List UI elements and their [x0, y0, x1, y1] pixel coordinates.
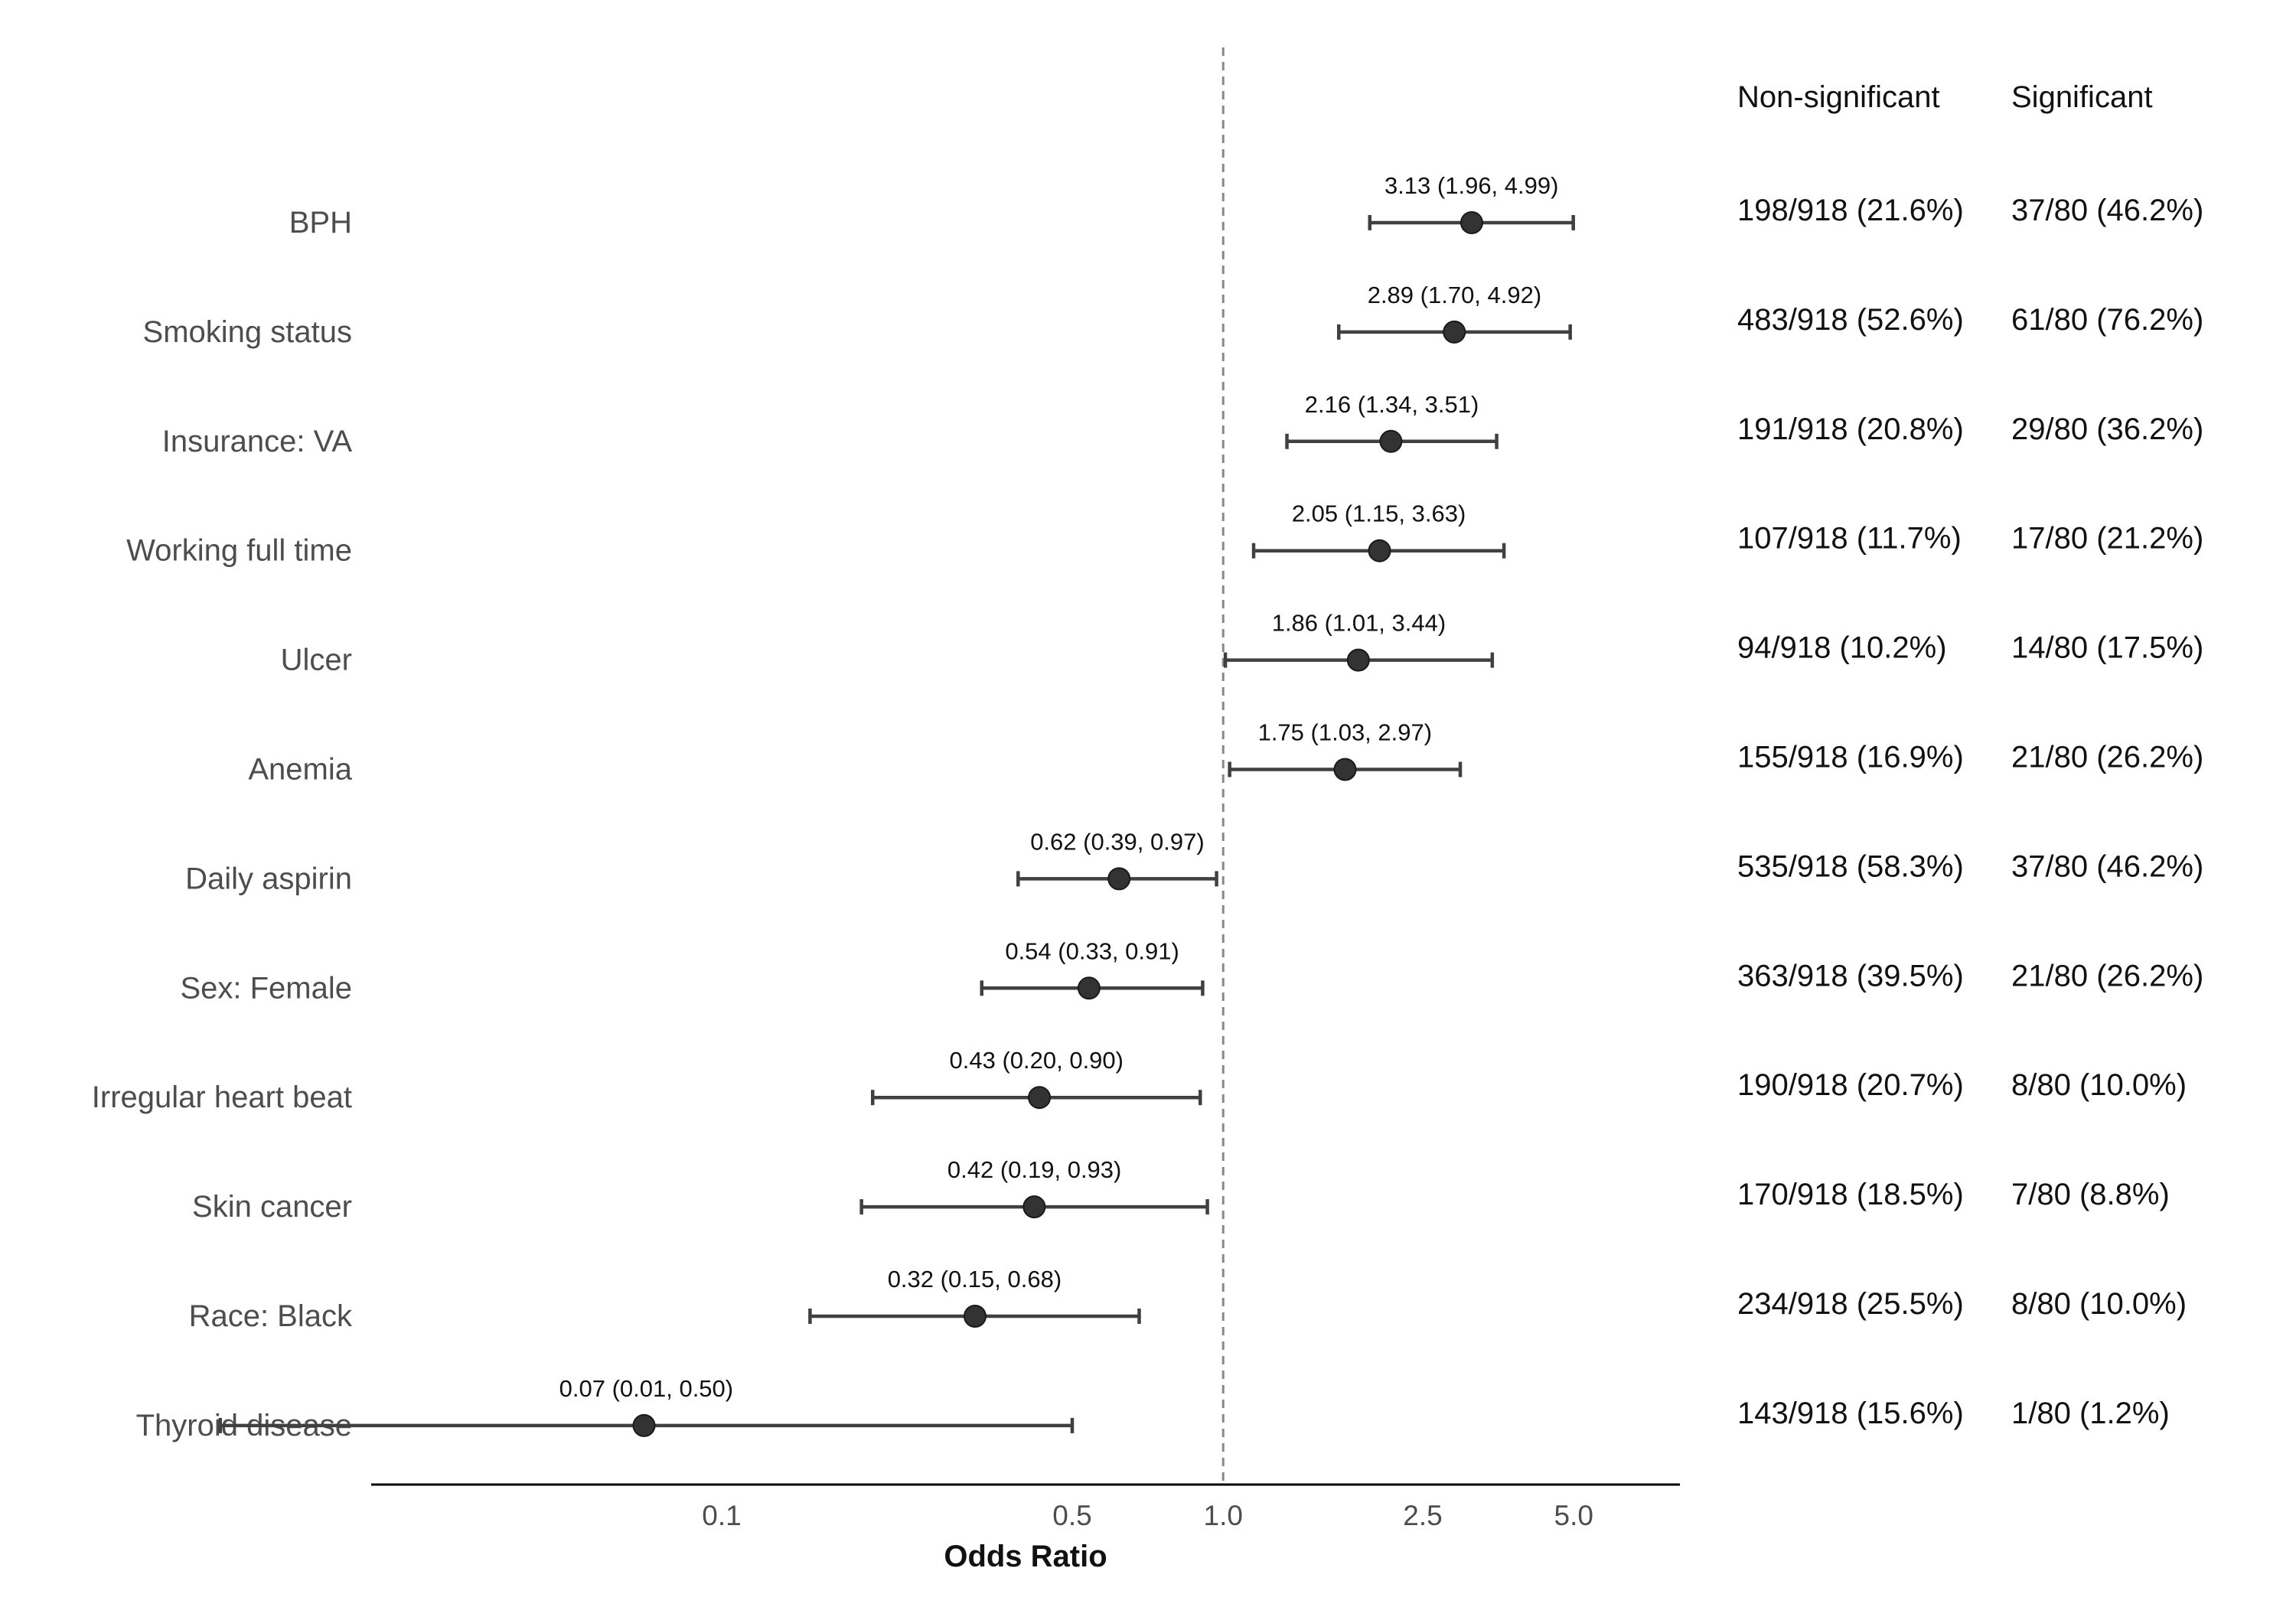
estimate-label: 0.62 (0.39, 0.97): [1030, 828, 1205, 855]
significant-value: 61/80 (76.2%): [2011, 303, 2203, 337]
x-tick-label: 1.0: [1204, 1500, 1243, 1531]
non-significant-value: 483/918 (52.6%): [1737, 303, 1964, 337]
significant-value: 17/80 (21.2%): [2011, 522, 2203, 556]
significant-value: 14/80 (17.5%): [2011, 631, 2203, 665]
x-tick-label: 5.0: [1554, 1500, 1593, 1531]
estimate-point: [1459, 211, 1483, 234]
row-label: Irregular heart beat: [92, 1081, 352, 1114]
forest-row: Smoking status 2.89 (1.70, 4.92) 483/918 (…: [143, 282, 2204, 349]
estimate-label: 1.86 (1.01, 3.44): [1272, 610, 1446, 637]
non-significant-value: 155/918 (16.9%): [1737, 741, 1964, 774]
estimate-point: [1077, 976, 1101, 1000]
non-significant-value: 535/918 (58.3%): [1737, 849, 1964, 883]
row-label: Smoking status: [143, 315, 352, 349]
estimate-label: 0.07 (0.01, 0.50): [559, 1375, 734, 1402]
estimate-label: 2.89 (1.70, 4.92): [1368, 282, 1542, 308]
significant-value: 8/80 (10.0%): [2011, 1287, 2187, 1321]
non-significant-value: 190/918 (20.7%): [1737, 1068, 1964, 1102]
header-significant: Significant: [2011, 80, 2153, 114]
estimate-point: [1379, 429, 1403, 453]
forest-row: Skin cancer 0.42 (0.19, 0.93) 170/918 (18.…: [192, 1156, 2170, 1224]
estimate-point: [1346, 648, 1370, 672]
non-significant-value: 107/918 (11.7%): [1737, 522, 1962, 556]
row-label: Skin cancer: [192, 1190, 352, 1224]
row-label: Sex: Female: [180, 971, 352, 1005]
row-label: Daily aspirin: [185, 862, 352, 895]
estimate-label: 0.42 (0.19, 0.93): [947, 1156, 1122, 1183]
estimate-point: [1443, 320, 1466, 344]
forest-row: BPH 3.13 (1.96, 4.99) 198/918 (21.6%) 37/80…: [289, 172, 2204, 240]
header-non-significant: Non-significant: [1737, 80, 1940, 114]
estimate-point: [963, 1305, 987, 1328]
significant-value: 1/80 (1.2%): [2011, 1397, 2170, 1430]
x-axis-title: Odds Ratio: [944, 1540, 1107, 1573]
significant-value: 29/80 (36.2%): [2011, 412, 2203, 446]
forest-row: Race: Black 0.32 (0.15, 0.68) 234/918 (25.…: [189, 1266, 2187, 1333]
estimate-point: [1028, 1086, 1052, 1110]
non-significant-value: 94/918 (10.2%): [1737, 631, 1947, 665]
row-label: Anemia: [248, 753, 352, 787]
x-tick-label: 0.5: [1052, 1500, 1091, 1531]
x-tick-label: 0.1: [702, 1500, 741, 1531]
row-label: Working full time: [126, 534, 352, 568]
column-headers: Non-significant Significant: [1737, 80, 2153, 114]
forest-row: Insurance: VA 2.16 (1.34, 3.51) 191/918 (2…: [162, 391, 2204, 458]
x-axis: Odds Ratio 0.1 0.5 1.0 2.5 5.0: [371, 1483, 1680, 1573]
estimate-point: [1368, 539, 1391, 562]
forest-row: Anemia 1.75 (1.03, 2.97) 155/918 (16.9%) 21…: [248, 719, 2203, 787]
estimate-label: 2.16 (1.34, 3.51): [1305, 391, 1479, 418]
estimate-point: [1022, 1195, 1046, 1219]
forest-row: Daily aspirin 0.62 (0.39, 0.97) 535/918 (5…: [185, 828, 2203, 895]
estimate-label: 0.54 (0.33, 0.91): [1005, 937, 1179, 964]
forest-row: Irregular heart beat 0.43 (0.20, 0.90) 190…: [92, 1047, 2187, 1114]
non-significant-value: 198/918 (21.6%): [1737, 194, 1964, 227]
significant-value: 37/80 (46.2%): [2011, 849, 2203, 883]
significant-value: 7/80 (8.8%): [2011, 1178, 2170, 1211]
estimate-label: 0.43 (0.20, 0.90): [950, 1047, 1124, 1074]
rows-layer: BPH 3.13 (1.96, 4.99) 198/918 (21.6%) 37/80…: [92, 172, 2203, 1442]
significant-value: 21/80 (26.2%): [2011, 741, 2203, 774]
estimate-point: [632, 1413, 656, 1437]
non-significant-value: 143/918 (15.6%): [1737, 1397, 1964, 1430]
estimate-label: 1.75 (1.03, 2.97): [1258, 719, 1433, 746]
row-label: Ulcer: [281, 644, 352, 677]
non-significant-value: 234/918 (25.5%): [1737, 1287, 1964, 1321]
estimate-point: [1107, 867, 1131, 891]
non-significant-value: 363/918 (39.5%): [1737, 959, 1964, 993]
x-tick-label: 2.5: [1403, 1500, 1442, 1531]
row-label: BPH: [289, 206, 352, 240]
estimate-label: 0.32 (0.15, 0.68): [888, 1266, 1062, 1292]
row-label: Insurance: VA: [162, 425, 353, 458]
non-significant-value: 170/918 (18.5%): [1737, 1178, 1964, 1211]
forest-row: Ulcer 1.86 (1.01, 3.44) 94/918 (10.2%) 14/8…: [281, 610, 2204, 677]
forest-row: Sex: Female 0.54 (0.33, 0.91) 363/918 (39.…: [180, 937, 2203, 1005]
significant-value: 37/80 (46.2%): [2011, 194, 2203, 227]
estimate-point: [1333, 758, 1357, 781]
significant-value: 8/80 (10.0%): [2011, 1068, 2187, 1102]
row-label: Race: Black: [189, 1299, 353, 1333]
non-significant-value: 191/918 (20.8%): [1737, 412, 1964, 446]
estimate-label: 2.05 (1.15, 3.63): [1292, 500, 1466, 527]
estimate-label: 3.13 (1.96, 4.99): [1384, 172, 1559, 199]
significant-value: 21/80 (26.2%): [2011, 959, 2203, 993]
forest-row: Working full time 2.05 (1.15, 3.63) 107/91…: [126, 500, 2203, 568]
